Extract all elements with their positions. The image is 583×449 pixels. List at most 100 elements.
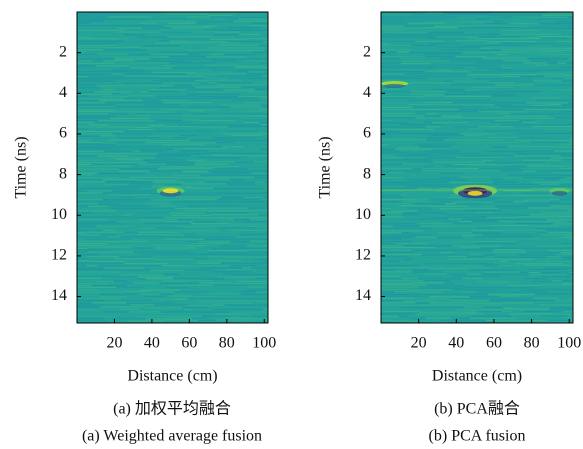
stripe (145, 249, 173, 251)
stripe (395, 31, 429, 33)
stripe (77, 277, 103, 279)
stripe (381, 269, 395, 271)
stripe (127, 306, 145, 308)
stripe (187, 297, 220, 300)
stripe (173, 136, 188, 139)
stripe (474, 242, 503, 244)
stripe (477, 280, 509, 283)
stripe (171, 214, 213, 216)
stripe (120, 25, 164, 27)
stripe (381, 223, 417, 225)
stripe (110, 275, 138, 278)
stripe (115, 106, 157, 108)
stripe (150, 199, 180, 201)
stripe (534, 293, 561, 295)
stripe (238, 18, 268, 20)
stripe (381, 25, 405, 27)
stripe (563, 282, 573, 285)
stripe (201, 25, 218, 27)
stripe (97, 155, 129, 157)
stripe (141, 75, 158, 77)
stripe (424, 157, 456, 159)
stripe (224, 277, 256, 280)
stripe (518, 137, 550, 139)
stripe (498, 207, 528, 209)
stripe (248, 202, 268, 205)
stripe (483, 205, 495, 207)
stripe (446, 90, 457, 93)
stripe (209, 289, 233, 291)
stripe (381, 115, 425, 117)
stripe (562, 236, 573, 238)
stripe (77, 283, 110, 285)
stripe (77, 258, 88, 260)
stripe (522, 117, 555, 120)
stripe (151, 256, 169, 258)
stripe (529, 16, 568, 19)
stripe (184, 269, 214, 271)
stripe (105, 181, 153, 183)
stripe (381, 38, 428, 41)
stripe (223, 89, 255, 91)
stripe (207, 320, 216, 322)
stripe (438, 46, 480, 48)
stripe (124, 263, 169, 265)
stripe (91, 163, 139, 165)
stripe (539, 288, 573, 291)
stripe (185, 60, 212, 63)
stripe (550, 157, 573, 159)
stripe (513, 86, 559, 89)
stripe (381, 55, 409, 58)
stripe (234, 66, 248, 68)
stripe (479, 152, 517, 154)
stripe (394, 291, 422, 293)
stripe (77, 181, 106, 183)
stripe (450, 60, 465, 62)
stripe (182, 109, 219, 111)
stripe (141, 183, 154, 185)
stripe (119, 176, 130, 179)
stripe (168, 255, 209, 258)
stripe (508, 23, 539, 25)
stripe (77, 234, 101, 236)
stripe (174, 225, 208, 228)
stripe (77, 275, 111, 277)
stripe (467, 302, 507, 304)
stripe (431, 159, 458, 161)
stripe (197, 156, 221, 159)
stripe (430, 89, 465, 91)
stripe (513, 163, 551, 165)
stripe (209, 176, 255, 178)
stripe (546, 256, 562, 258)
stripe (265, 49, 268, 51)
stripe (77, 232, 87, 234)
stripe (250, 190, 268, 192)
stripe (461, 53, 497, 55)
stripe (236, 70, 248, 73)
stripe (205, 56, 245, 58)
stripe (232, 113, 268, 115)
stripe (554, 313, 573, 316)
stripe (77, 254, 101, 256)
stripe (167, 36, 211, 38)
stripe (468, 269, 502, 271)
stripe (561, 279, 573, 282)
stripe (224, 256, 268, 258)
stripe (424, 298, 451, 300)
stripe (490, 121, 523, 123)
stripe (466, 179, 493, 181)
stripe (543, 174, 564, 176)
stripe (541, 238, 570, 240)
stripe (528, 110, 558, 112)
stripe (191, 279, 214, 282)
stripe (419, 225, 463, 227)
stripe (207, 14, 234, 16)
stripe (229, 77, 238, 79)
stripe (77, 240, 105, 242)
stripe (207, 225, 246, 227)
stripe (163, 101, 212, 104)
stripe (468, 122, 491, 124)
stripe (212, 271, 252, 273)
stripe (206, 250, 248, 252)
stripe (528, 274, 568, 276)
